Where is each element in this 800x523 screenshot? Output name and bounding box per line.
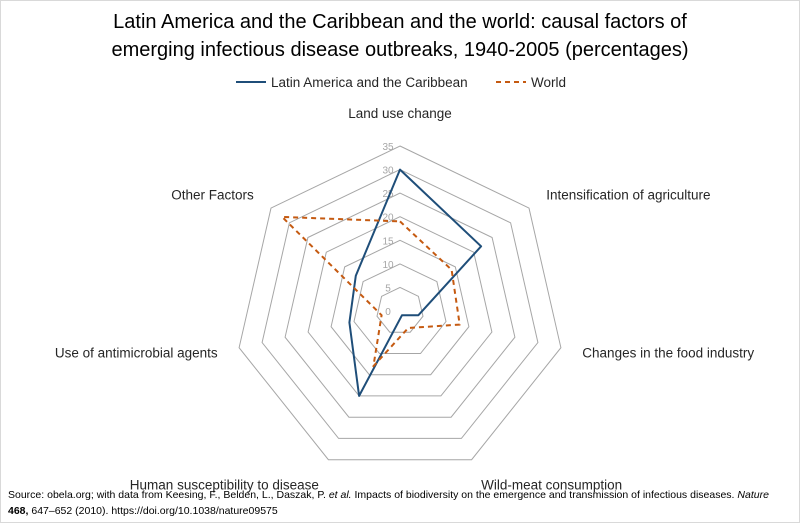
grid-ring bbox=[353, 263, 447, 354]
source-prefix: Source: obela.org; with data from Keesin… bbox=[8, 489, 326, 501]
radar-grid bbox=[238, 145, 562, 461]
grid-ring bbox=[307, 216, 493, 397]
source-volume: 468, bbox=[8, 505, 29, 517]
source-note: Source: obela.org; with data from Keesin… bbox=[8, 487, 788, 519]
axis-label: Other Factors bbox=[171, 187, 254, 202]
tick-label: 25 bbox=[382, 189, 394, 200]
grid-ring bbox=[376, 286, 424, 333]
axis-label: Human susceptibility to disease bbox=[130, 478, 319, 493]
source-article: Impacts of biodiversity on the emergence… bbox=[354, 489, 735, 501]
source-journal: Nature bbox=[737, 489, 769, 501]
radar-ticks: 0 5 10 15 20 25 30 35 bbox=[382, 142, 394, 318]
series-line-world bbox=[281, 215, 461, 368]
axis-label: Use of antimicrobial agents bbox=[55, 346, 218, 361]
axis-label: Land use change bbox=[348, 106, 452, 121]
axis-label: Intensification of agriculture bbox=[546, 187, 710, 202]
source-etal: et al. bbox=[328, 489, 352, 501]
chart-title-line-2: emerging infectious disease outbreaks, 1… bbox=[111, 39, 689, 61]
grid-ring bbox=[238, 145, 562, 461]
legend: Latin America and the Caribbean World bbox=[236, 75, 566, 90]
tick-label: 5 bbox=[385, 283, 391, 294]
series-line-latam bbox=[348, 168, 483, 397]
radar-series bbox=[281, 168, 483, 397]
tick-label: 30 bbox=[382, 166, 394, 177]
grid-ring bbox=[261, 169, 539, 439]
legend-label-latam: Latin America and the Caribbean bbox=[271, 75, 468, 90]
tick-label: 15 bbox=[382, 236, 394, 247]
source-pages: 647–652 (2010). https://doi.org/10.1038/… bbox=[31, 505, 278, 517]
tick-label: 35 bbox=[382, 142, 394, 153]
tick-label: 10 bbox=[382, 260, 394, 271]
chart-title-line-1: Latin America and the Caribbean and the … bbox=[113, 11, 687, 33]
legend-label-world: World bbox=[531, 75, 566, 90]
chart-title: Latin America and the Caribbean and the … bbox=[0, 8, 800, 64]
grid-ring bbox=[284, 192, 516, 418]
axis-label: Wild-meat consumption bbox=[481, 478, 622, 493]
radar-axis-labels: Land use change Intensification of agricu… bbox=[55, 106, 755, 493]
axis-label: Changes in the food industry bbox=[582, 346, 754, 361]
tick-label: 20 bbox=[382, 213, 394, 224]
tick-label: 0 bbox=[385, 307, 391, 318]
